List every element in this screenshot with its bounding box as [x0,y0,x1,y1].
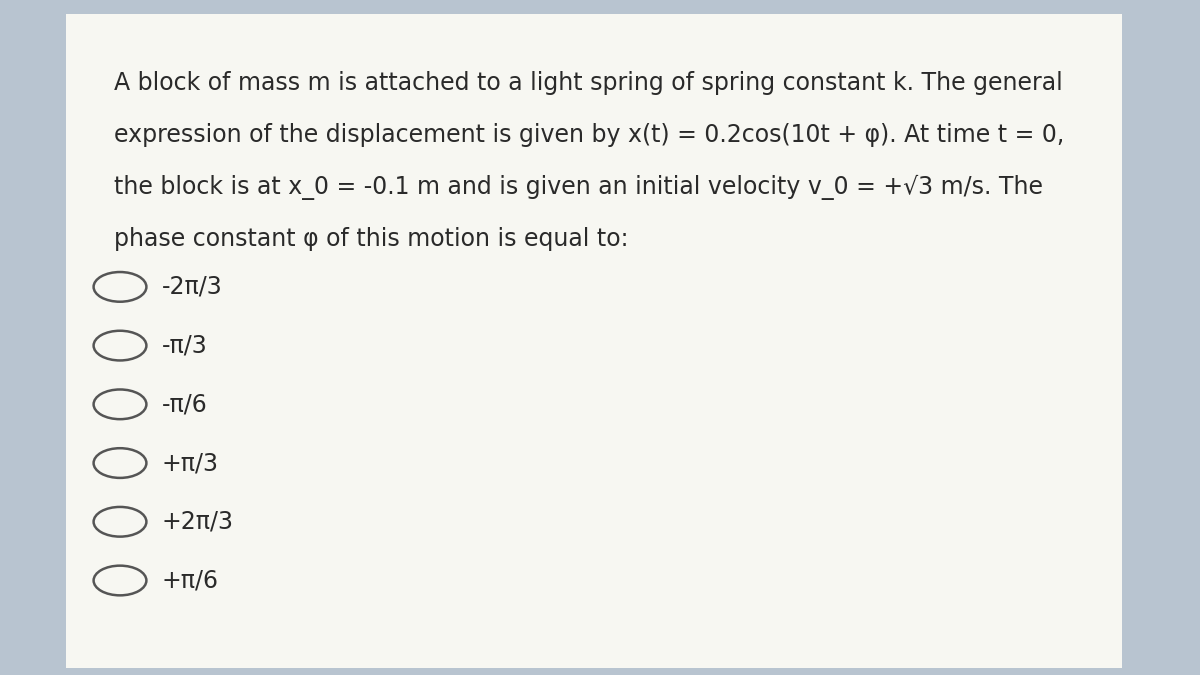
FancyBboxPatch shape [66,14,1122,668]
Text: -π/6: -π/6 [162,392,208,416]
Text: A block of mass m is attached to a light spring of spring constant k. The genera: A block of mass m is attached to a light… [114,71,1063,95]
Text: -π/3: -π/3 [162,333,208,358]
Text: -2π/3: -2π/3 [162,275,223,299]
Text: +π/6: +π/6 [162,568,220,593]
Text: expression of the displacement is given by x(t) = 0.2cos(10t + φ). At time t = 0: expression of the displacement is given … [114,123,1064,147]
Text: +π/3: +π/3 [162,451,220,475]
Text: +2π/3: +2π/3 [162,510,234,534]
Text: the block is at x_0 = -0.1 m and is given an initial velocity v_0 = +√3 m/s. The: the block is at x_0 = -0.1 m and is give… [114,175,1043,200]
Text: phase constant φ of this motion is equal to:: phase constant φ of this motion is equal… [114,227,629,251]
